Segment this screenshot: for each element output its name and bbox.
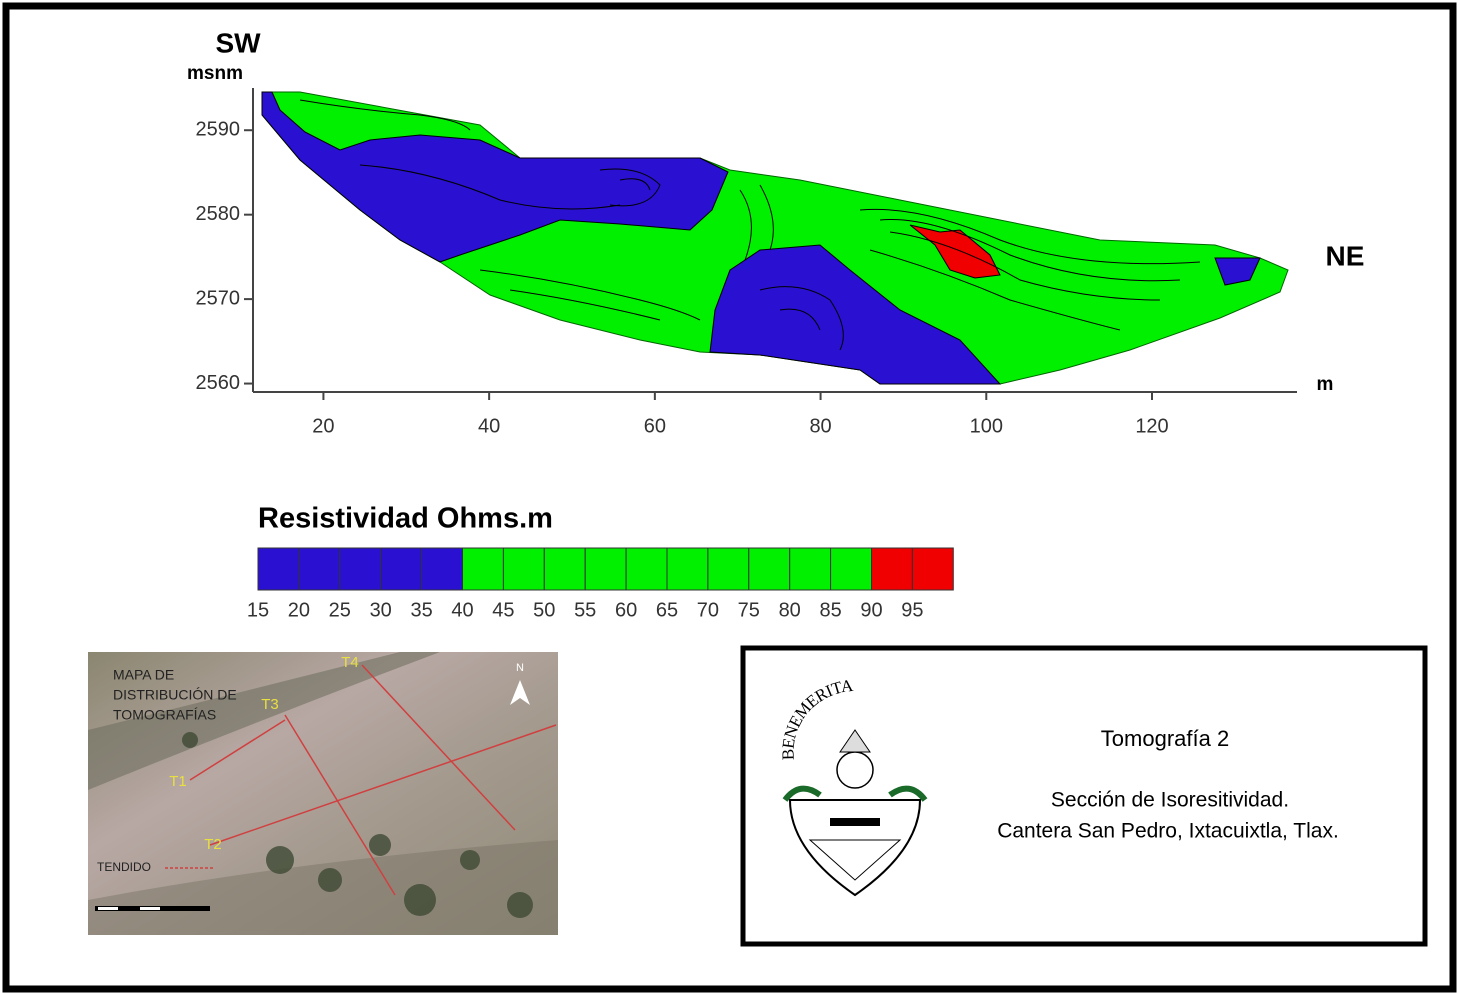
- legend-label: 55: [574, 599, 596, 621]
- legend-swatch: [872, 548, 913, 590]
- legend-swatch: [790, 548, 831, 590]
- x-tick-label: 120: [1135, 415, 1168, 437]
- legend-label: 90: [860, 599, 882, 621]
- map-label: T4: [341, 654, 359, 671]
- map-north: N: [516, 662, 524, 674]
- legend-label: 15: [247, 599, 269, 621]
- x-tick-label: 20: [312, 415, 334, 437]
- legend-label: 25: [329, 599, 351, 621]
- map-label: T3: [261, 696, 279, 713]
- map-label: T2: [204, 836, 222, 853]
- legend-label: 95: [901, 599, 923, 621]
- legend-label: 35: [410, 599, 432, 621]
- legend-label: 40: [451, 599, 473, 621]
- legend-label: 30: [370, 599, 392, 621]
- section-image: [262, 92, 1288, 384]
- figure: SW msnm NE m Resistividad Ohms.m BEN: [0, 0, 1460, 993]
- legend-label: 70: [697, 599, 719, 621]
- legend-label: 50: [533, 599, 555, 621]
- x-axis-label: m: [1317, 374, 1334, 395]
- map-legend: TENDIDO: [97, 860, 151, 874]
- legend-label: 45: [492, 599, 514, 621]
- map-label: T1: [169, 773, 187, 790]
- map-title: DISTRIBUCIÓN DE: [113, 687, 237, 703]
- legend-swatch: [258, 548, 299, 590]
- legend-swatch: [544, 548, 585, 590]
- map-title: TOMOGRAFÍAS: [113, 707, 216, 723]
- info-title: Tomografía 2: [1101, 726, 1229, 751]
- legend-label: 65: [656, 599, 678, 621]
- x-tick-label: 80: [809, 415, 831, 437]
- map-title: MAPA DE: [113, 667, 174, 683]
- legend-swatch: [626, 548, 667, 590]
- info-line: Sección de Isoresitividad.: [1051, 789, 1289, 812]
- info-line: Cantera San Pedro, Ixtacuixtla, Tlax.: [997, 820, 1339, 843]
- legend-swatch: [381, 548, 422, 590]
- legend-swatch: [299, 548, 340, 590]
- legend-title: Resistividad Ohms.m: [258, 503, 553, 535]
- legend-swatch: [831, 548, 872, 590]
- legend-label: 20: [288, 599, 310, 621]
- legend-swatch: [708, 548, 749, 590]
- legend-swatch: [585, 548, 626, 590]
- sw-label: SW: [215, 27, 261, 58]
- legend-label: 85: [819, 599, 841, 621]
- x-tick-label: 40: [478, 415, 500, 437]
- x-tick-label: 100: [970, 415, 1003, 437]
- y-tick-label: 2580: [196, 203, 241, 225]
- ne-label: NE: [1326, 240, 1365, 271]
- legend-label: 60: [615, 599, 637, 621]
- legend-swatch: [667, 548, 708, 590]
- legend-swatch: [912, 548, 953, 590]
- y-tick-label: 2560: [196, 372, 241, 394]
- legend-swatch: [503, 548, 544, 590]
- y-tick-label: 2570: [196, 287, 241, 309]
- y-tick-label: 2590: [196, 119, 241, 141]
- legend-swatch: [749, 548, 790, 590]
- legend-label: 80: [779, 599, 801, 621]
- legend-label: 75: [738, 599, 760, 621]
- legend-swatch: [340, 548, 381, 590]
- x-tick-label: 60: [644, 415, 666, 437]
- legend-swatch: [463, 548, 504, 590]
- y-axis-label: msnm: [187, 63, 243, 84]
- legend-swatch: [422, 548, 463, 590]
